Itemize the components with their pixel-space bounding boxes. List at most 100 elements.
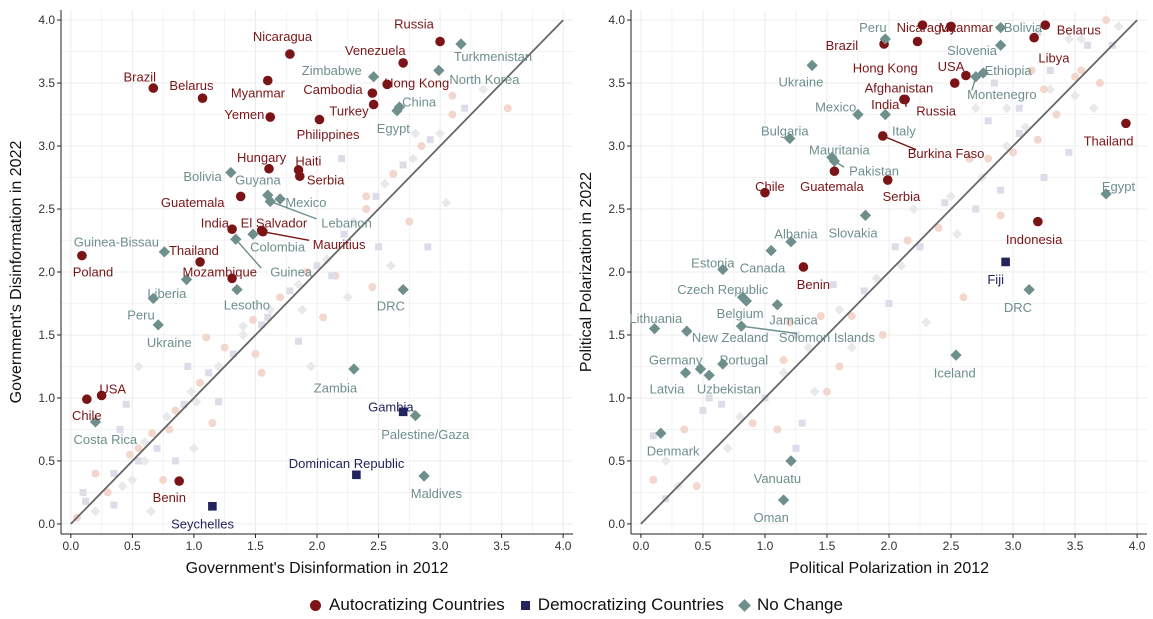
background-point bbox=[405, 217, 414, 226]
point-label: Mauritius bbox=[313, 237, 366, 252]
y-tick-label: 2.5 bbox=[608, 202, 625, 216]
background-point bbox=[878, 330, 887, 339]
legend-label: Democratizing Countries bbox=[537, 595, 724, 614]
background-point bbox=[215, 398, 223, 406]
leader-line bbox=[882, 135, 917, 151]
point-nochange bbox=[655, 427, 667, 439]
point-label: Myanmar bbox=[939, 20, 994, 35]
point-nochange bbox=[648, 323, 661, 335]
y-tick-label: 3.5 bbox=[38, 76, 55, 90]
background-point bbox=[1015, 104, 1023, 112]
point-autocratizing bbox=[294, 171, 305, 182]
point-label: Venezuela bbox=[345, 43, 406, 58]
x-tick-label: 1.5 bbox=[247, 539, 264, 553]
background-point bbox=[885, 299, 893, 307]
point-nochange bbox=[264, 195, 276, 208]
point-label: Guyana bbox=[235, 173, 281, 188]
background-point bbox=[1009, 148, 1018, 157]
background-point bbox=[1045, 84, 1056, 95]
background-point bbox=[1052, 110, 1061, 119]
background-point bbox=[375, 243, 383, 251]
point-autocratizing bbox=[195, 257, 205, 267]
background-point bbox=[297, 304, 308, 315]
background-point bbox=[916, 243, 924, 251]
label-leaders bbox=[235, 200, 317, 269]
point-label: Serbia bbox=[883, 189, 921, 204]
point-label: Bulgaria bbox=[761, 123, 809, 138]
background-point bbox=[286, 287, 294, 295]
point-democratizing bbox=[352, 470, 361, 480]
background-point bbox=[82, 497, 90, 505]
background-point bbox=[735, 411, 746, 422]
point-autocratizing bbox=[258, 226, 268, 237]
point-label: Ukraine bbox=[779, 74, 824, 89]
point-nochange bbox=[694, 363, 707, 375]
background-point bbox=[705, 394, 713, 402]
point-autocratizing bbox=[1033, 216, 1043, 227]
legend-item-autocratizing: Autocratizing Countries bbox=[310, 595, 505, 615]
point-label: China bbox=[402, 94, 437, 109]
point-label: Haiti bbox=[295, 154, 321, 169]
point-label: Dominican Republic bbox=[289, 456, 405, 471]
point-label: Burkina Faso bbox=[908, 146, 985, 161]
point-nochange bbox=[418, 470, 430, 482]
background-point bbox=[417, 142, 426, 151]
background-point bbox=[1040, 85, 1049, 94]
point-label: Afghanistan bbox=[865, 81, 934, 96]
background-point bbox=[1001, 103, 1012, 114]
point-label: Indonesia bbox=[1006, 232, 1063, 247]
point-nochange bbox=[147, 292, 159, 305]
point-label: Hong Kong bbox=[384, 76, 449, 91]
point-autocratizing bbox=[96, 390, 107, 401]
point-label: Peru bbox=[127, 307, 154, 322]
point-label: El Salvador bbox=[241, 215, 308, 230]
background-point bbox=[251, 349, 260, 358]
point-autocratizing bbox=[197, 93, 208, 103]
background-point bbox=[722, 443, 733, 454]
point-label: Pakistan bbox=[849, 164, 899, 179]
point-label: India bbox=[871, 97, 900, 112]
point-nochange bbox=[681, 325, 693, 337]
background-point bbox=[293, 279, 304, 290]
y-tick-label: 2.5 bbox=[38, 202, 55, 216]
y-tick-label: 3.5 bbox=[608, 76, 625, 90]
point-autocratizing bbox=[235, 191, 246, 202]
background-point bbox=[941, 199, 949, 207]
x-tick-label: 1.0 bbox=[757, 539, 774, 553]
point-nochange bbox=[274, 193, 286, 205]
background-point bbox=[748, 419, 757, 428]
background-point bbox=[202, 333, 211, 342]
legend-label: Autocratizing Countries bbox=[329, 595, 505, 614]
background-point bbox=[649, 475, 658, 484]
point-label: Estonia bbox=[691, 256, 735, 271]
background-point bbox=[265, 304, 276, 315]
point-label: Uzbekistan bbox=[697, 382, 761, 397]
y-tick-label: 4.0 bbox=[38, 13, 55, 27]
background-point bbox=[773, 425, 782, 434]
leader-line bbox=[269, 200, 317, 220]
legend: Autocratizing Countries Democratizing Co… bbox=[0, 592, 1153, 618]
point-autocratizing bbox=[77, 250, 87, 261]
leader-line bbox=[262, 231, 310, 241]
point-label: Colombia bbox=[250, 239, 306, 254]
background-point bbox=[699, 407, 707, 415]
point-label: Mexico bbox=[285, 195, 326, 210]
background-point bbox=[1083, 41, 1091, 49]
point-label: Hungary bbox=[237, 150, 287, 165]
highlight-points bbox=[648, 20, 1131, 506]
background-point bbox=[970, 103, 981, 114]
point-label: Nicaragua bbox=[897, 20, 957, 35]
background-point bbox=[984, 154, 993, 163]
point-label: Benin bbox=[153, 490, 186, 505]
point-label: Russia bbox=[916, 103, 957, 118]
point-label: Guinea bbox=[270, 265, 313, 280]
point-label: Brazil bbox=[826, 38, 859, 53]
point-label: Belarus bbox=[1057, 23, 1102, 38]
background-point bbox=[816, 312, 825, 321]
background-point bbox=[908, 204, 919, 214]
point-label: Belgium bbox=[717, 306, 764, 321]
point-label: Egypt bbox=[1102, 179, 1136, 194]
scatter-charts: 0.0 0.0 0.5 0.5 1.0 1.0 1.5 1.5 2.0 2.0 2.5 2.5 3.0 3… bbox=[8, 10, 1147, 577]
background-point bbox=[191, 396, 202, 407]
y-tick-label: 0.0 bbox=[38, 517, 55, 531]
